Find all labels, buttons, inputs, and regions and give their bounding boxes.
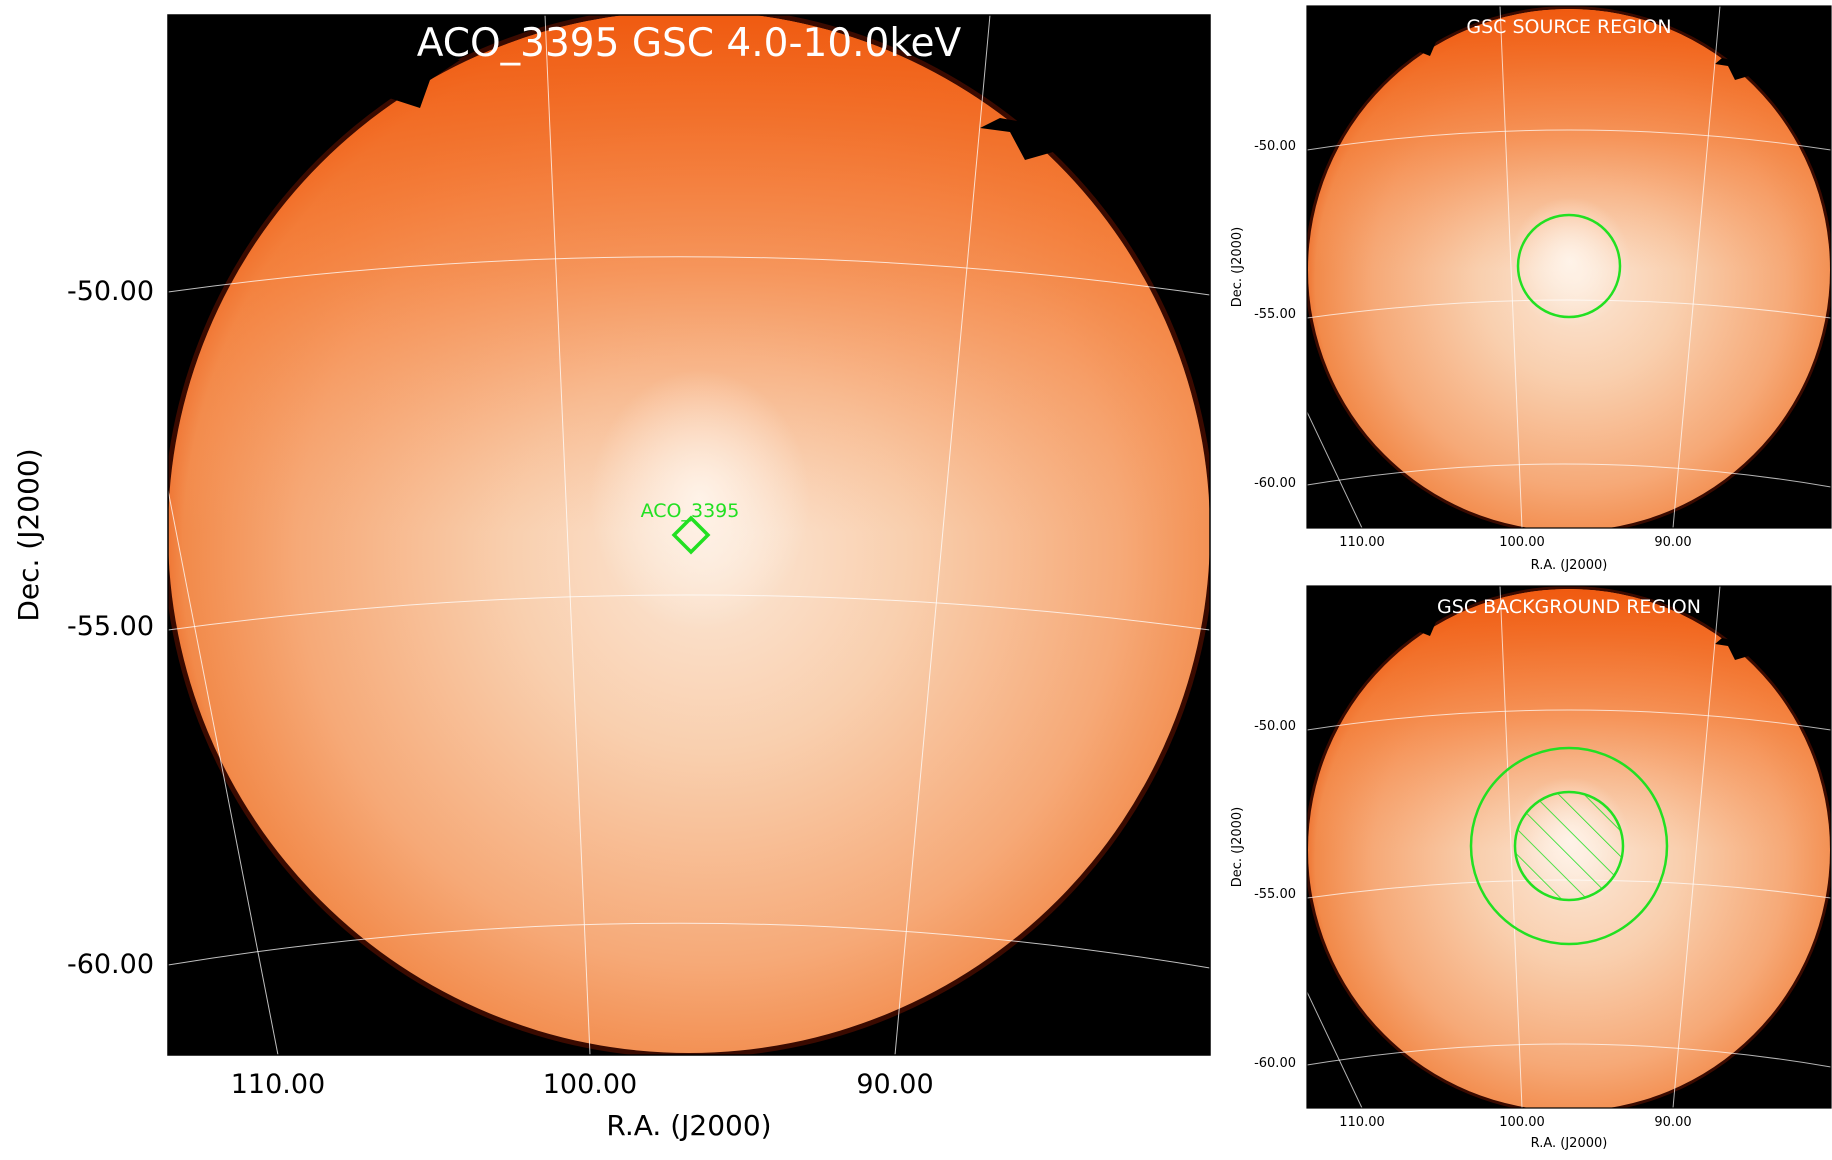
background-panel-title: GSC BACKGROUND REGION bbox=[1437, 596, 1701, 618]
background-excluded-region bbox=[1513, 790, 1625, 902]
source-ylabel: Dec. (J2000) bbox=[1230, 227, 1245, 307]
source-dec-tick: -55.00 bbox=[1254, 307, 1296, 322]
background-frame bbox=[1306, 585, 1832, 1109]
source-xlabel: R.A. (J2000) bbox=[1531, 558, 1608, 573]
source-ra-tick: 110.00 bbox=[1339, 535, 1385, 550]
main-ra-tick: 90.00 bbox=[856, 1069, 933, 1100]
background-ra-tick: 100.00 bbox=[1499, 1115, 1545, 1130]
main-panel: ACO_3395 GSC 4.0-10.0keV ACO_3395 -50.00… bbox=[12, 14, 1211, 1142]
source-ra-tick: 90.00 bbox=[1654, 535, 1691, 550]
main-ylabel: Dec. (J2000) bbox=[12, 448, 45, 621]
main-dec-tick: -50.00 bbox=[67, 276, 154, 307]
background-ylabel: Dec. (J2000) bbox=[1230, 807, 1245, 887]
source-panel-title: GSC SOURCE REGION bbox=[1466, 16, 1671, 38]
source-exposure-map bbox=[1307, 6, 1831, 528]
background-coordinate-grid bbox=[1307, 586, 1831, 1108]
background-dec-tick: -60.00 bbox=[1254, 1056, 1296, 1071]
main-coordinate-grid bbox=[168, 15, 1210, 1055]
background-region-panel: GSC BACKGROUND REGION -50.00 -55.00 -60.… bbox=[1230, 585, 1832, 1151]
source-frame bbox=[1306, 5, 1832, 529]
main-dec-tick: -55.00 bbox=[67, 611, 154, 642]
background-dec-tick: -50.00 bbox=[1254, 719, 1296, 734]
source-label: ACO_3395 bbox=[641, 500, 740, 522]
background-xlabel: R.A. (J2000) bbox=[1531, 1136, 1608, 1151]
main-dec-tick: -60.00 bbox=[67, 949, 154, 980]
source-dec-tick: -60.00 bbox=[1254, 476, 1296, 491]
source-ra-tick: 100.00 bbox=[1499, 535, 1545, 550]
source-region-panel: GSC SOURCE REGION -50.00 -55.00 -60.00 1… bbox=[1230, 5, 1832, 573]
main-title: ACO_3395 GSC 4.0-10.0keV bbox=[417, 21, 962, 66]
source-coordinate-grid bbox=[1307, 6, 1831, 528]
main-frame bbox=[167, 14, 1211, 1056]
background-dec-tick: -55.00 bbox=[1254, 887, 1296, 902]
main-exposure-map bbox=[168, 15, 1210, 1055]
source-region-circle bbox=[1516, 213, 1622, 319]
background-annulus-outer bbox=[1469, 746, 1669, 946]
background-exposure-map bbox=[1307, 586, 1831, 1108]
main-ra-tick: 100.00 bbox=[543, 1069, 637, 1100]
source-dec-tick: -50.00 bbox=[1254, 139, 1296, 154]
main-xlabel: R.A. (J2000) bbox=[606, 1109, 771, 1142]
main-ra-tick: 110.00 bbox=[231, 1069, 325, 1100]
source-marker-icon bbox=[671, 515, 711, 555]
background-ra-tick: 90.00 bbox=[1654, 1115, 1691, 1130]
background-ra-tick: 110.00 bbox=[1339, 1115, 1385, 1130]
